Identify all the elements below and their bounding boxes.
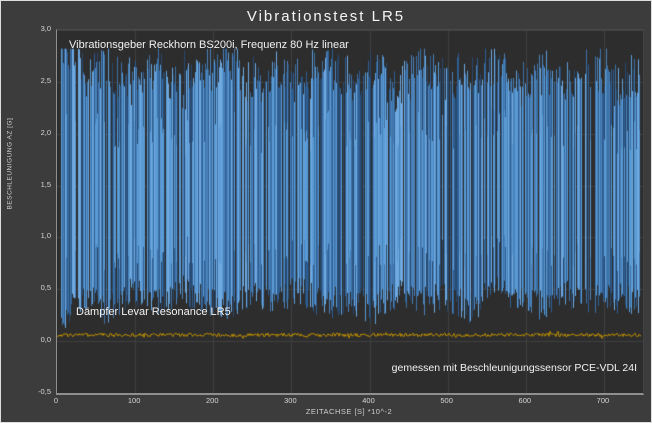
- y-tick-label: 2,5: [40, 75, 51, 85]
- annotation-vibration-source: Vibrationsgeber Reckhorn BS200i, Frequen…: [69, 39, 349, 51]
- plot-area: [56, 29, 644, 395]
- waveform-canvas: [57, 30, 643, 393]
- annotation-sensor: gemessen mit Beschleunigungssensor PCE-V…: [391, 362, 637, 374]
- y-tick-label: 0,5: [40, 283, 51, 293]
- annotation-damper: Dämpfer Levar Resonance LR5: [76, 306, 231, 318]
- chart-title: Vibrationstest LR5: [246, 8, 406, 25]
- x-tick-label: 200: [206, 396, 219, 405]
- y-tick-label: 3,0: [40, 24, 51, 33]
- y-tick-label: 1,5: [40, 179, 51, 189]
- y-tick-label: 2,0: [40, 127, 51, 137]
- y-tick-label: 1,0: [40, 231, 51, 241]
- y-tick-label: 0,0: [40, 335, 51, 345]
- x-tick-label: 300: [284, 396, 297, 405]
- x-tick-label: 700: [596, 396, 610, 405]
- x-tick-label: 500: [440, 396, 453, 405]
- y-tick-label: -0,5: [38, 387, 51, 396]
- x-axis-label: ZEITACHSE [S] *10^-2: [305, 407, 393, 416]
- x-tick-label: 400: [362, 396, 375, 405]
- x-tick-label: 100: [127, 396, 141, 405]
- x-tick-label: 600: [518, 396, 532, 405]
- x-tick-label: 0: [53, 396, 59, 405]
